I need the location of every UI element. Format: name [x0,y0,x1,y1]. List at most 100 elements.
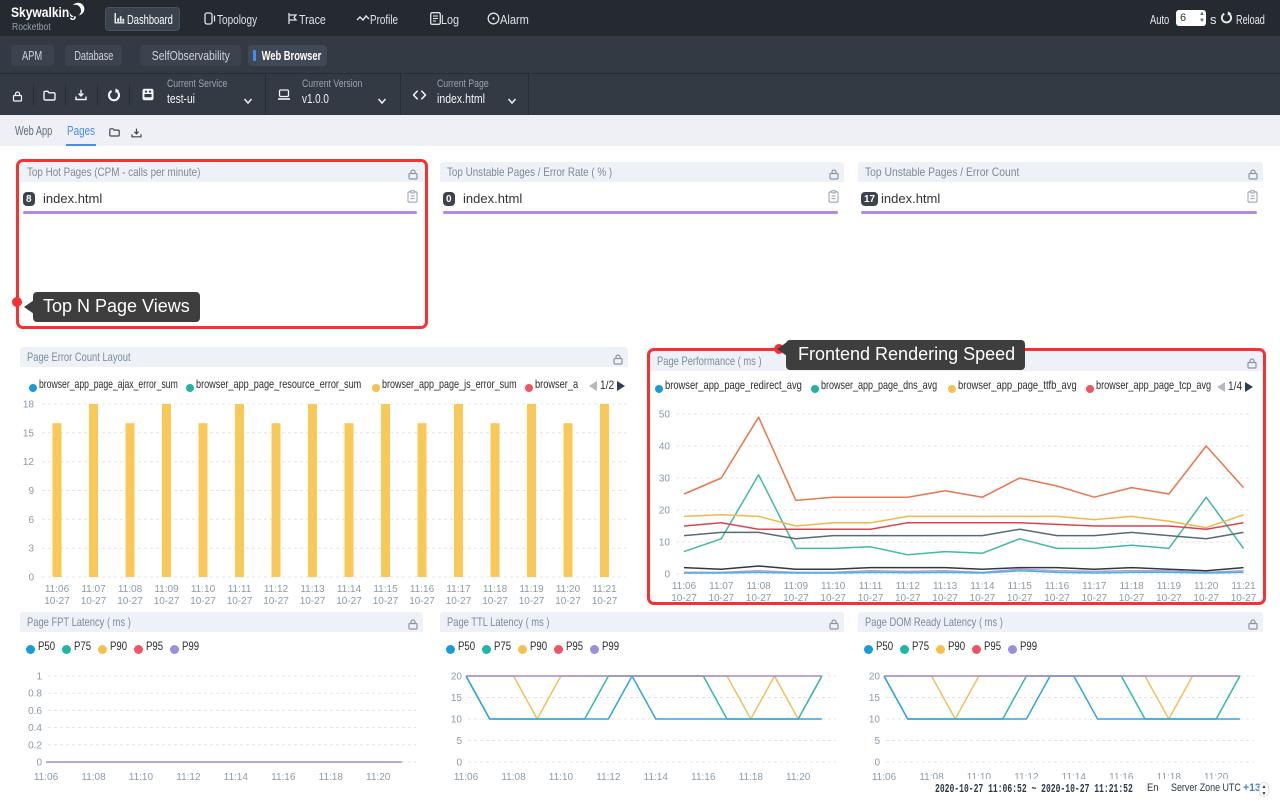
svg-text:11:09: 11:09 [154,584,179,595]
svg-text:11:16: 11:16 [691,772,716,783]
svg-text:11:06: 11:06 [454,772,479,783]
svg-text:11:17: 11:17 [1082,581,1107,592]
svg-text:20: 20 [451,672,463,683]
svg-text:10-27: 10-27 [519,596,545,607]
svg-text:0: 0 [28,573,34,584]
svg-text:15: 15 [23,428,35,439]
svg-text:5: 5 [456,736,462,747]
svg-text:10-27: 10-27 [1082,593,1108,604]
svg-text:10-27: 10-27 [336,596,362,607]
svg-text:10: 10 [869,715,881,726]
svg-text:10-27: 10-27 [117,596,143,607]
svg-text:10-27: 10-27 [1044,593,1070,604]
svg-text:10-27: 10-27 [895,593,921,604]
svg-text:10-27: 10-27 [1007,593,1033,604]
svg-text:11:20: 11:20 [1204,772,1229,783]
svg-text:11:17: 11:17 [446,584,471,595]
svg-text:11:10: 11:10 [549,772,574,783]
svg-text:11:14: 11:14 [1062,772,1087,783]
svg-text:10-27: 10-27 [671,593,697,604]
svg-text:30: 30 [659,474,671,485]
svg-text:10-27: 10-27 [932,593,958,604]
svg-text:9: 9 [28,486,34,497]
svg-text:10-27: 10-27 [746,593,772,604]
svg-text:11:10: 11:10 [967,772,992,783]
svg-text:11:11: 11:11 [228,584,252,595]
svg-text:0: 0 [664,570,670,581]
svg-text:11:14: 11:14 [970,581,995,592]
svg-text:10-27: 10-27 [592,596,618,607]
svg-text:1: 1 [36,672,42,683]
svg-text:11:07: 11:07 [709,581,734,592]
svg-text:10-27: 10-27 [373,596,399,607]
svg-text:11:12: 11:12 [596,772,621,783]
svg-text:11:10: 11:10 [821,581,846,592]
svg-text:10-27: 10-27 [555,596,581,607]
svg-text:11:12: 11:12 [264,584,289,595]
svg-text:6: 6 [28,515,34,526]
svg-text:10-27: 10-27 [1156,593,1182,604]
svg-text:10-27: 10-27 [446,596,472,607]
svg-text:11:18: 11:18 [1157,772,1182,783]
svg-text:11:14: 11:14 [337,584,362,595]
svg-text:15: 15 [451,693,463,704]
svg-text:11:12: 11:12 [176,772,201,783]
svg-text:11:21: 11:21 [592,584,617,595]
svg-text:40: 40 [659,442,671,453]
svg-text:10-27: 10-27 [190,596,216,607]
svg-text:11:14: 11:14 [224,772,249,783]
svg-text:11:08: 11:08 [501,772,526,783]
svg-text:11:18: 11:18 [1119,581,1144,592]
svg-text:11:20: 11:20 [366,772,391,783]
svg-text:10-27: 10-27 [783,593,809,604]
svg-text:11:08: 11:08 [746,581,771,592]
svg-text:10-27: 10-27 [300,596,326,607]
svg-text:3: 3 [28,544,34,555]
svg-text:0: 0 [874,758,880,769]
svg-text:0.6: 0.6 [28,706,42,717]
svg-text:15: 15 [869,693,881,704]
svg-text:11:20: 11:20 [556,584,581,595]
svg-text:20: 20 [869,672,881,683]
svg-text:11:06: 11:06 [45,584,70,595]
svg-text:10-27: 10-27 [227,596,253,607]
svg-text:11:11: 11:11 [859,581,883,592]
svg-text:0: 0 [456,758,462,769]
svg-text:10: 10 [659,538,671,549]
svg-text:10-27: 10-27 [44,596,70,607]
svg-text:11:16: 11:16 [1045,581,1070,592]
svg-text:50: 50 [659,410,671,421]
svg-text:11:19: 11:19 [519,584,544,595]
svg-text:11:20: 11:20 [1194,581,1219,592]
svg-text:11:06: 11:06 [34,772,59,783]
svg-text:11:08: 11:08 [118,584,143,595]
svg-text:10-27: 10-27 [709,593,735,604]
svg-text:11:08: 11:08 [919,772,944,783]
svg-text:10-27: 10-27 [1119,593,1145,604]
svg-text:11:14: 11:14 [644,772,669,783]
svg-text:11:13: 11:13 [300,584,325,595]
svg-text:11:21: 11:21 [1231,581,1256,592]
svg-text:0.2: 0.2 [28,740,42,751]
svg-text:10-27: 10-27 [820,593,846,604]
svg-text:11:16: 11:16 [410,584,435,595]
svg-text:10-27: 10-27 [409,596,435,607]
svg-text:11:08: 11:08 [81,772,106,783]
svg-text:11:16: 11:16 [271,772,296,783]
svg-text:18: 18 [23,400,35,411]
svg-text:0.8: 0.8 [28,689,42,700]
svg-text:11:15: 11:15 [1008,581,1033,592]
svg-text:0.4: 0.4 [28,723,42,734]
svg-text:10-27: 10-27 [1193,593,1219,604]
svg-text:11:06: 11:06 [872,772,897,783]
svg-text:10-27: 10-27 [1231,593,1257,604]
svg-text:11:16: 11:16 [1109,772,1134,783]
svg-text:11:12: 11:12 [1014,772,1039,783]
svg-text:10-27: 10-27 [482,596,508,607]
svg-text:10-27: 10-27 [81,596,107,607]
svg-text:12: 12 [23,457,35,468]
svg-text:10-27: 10-27 [154,596,180,607]
svg-text:10-27: 10-27 [263,596,289,607]
svg-text:0: 0 [36,758,42,769]
svg-text:11:13: 11:13 [933,581,958,592]
